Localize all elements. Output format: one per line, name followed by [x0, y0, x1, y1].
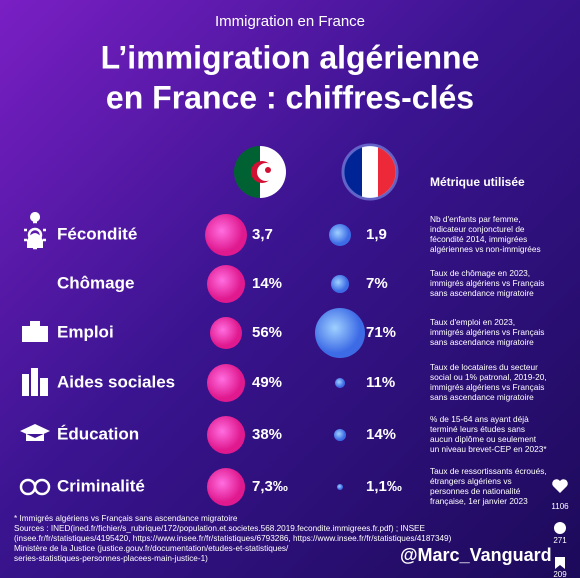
rows: Fécondité 3,7 1,9 Nb d'enfants par femme,in…: [19, 212, 547, 506]
row-label: Chômage: [57, 273, 134, 292]
save-count: 209: [553, 570, 567, 578]
metric-text: immigrés algériens vs Français: [430, 278, 544, 288]
france-bubble: [329, 224, 351, 246]
algeria-value: 49%: [252, 374, 282, 391]
title: en France : chiffres-clés: [106, 79, 474, 115]
france-bubble: [334, 429, 346, 441]
algeria-value: 56%: [252, 324, 282, 341]
metric-text: sans ascendance migratoire: [430, 288, 534, 298]
footer: * Immigrés algériens vs Français sans as…: [14, 514, 452, 563]
row-icon: [24, 220, 46, 250]
row-icon: [20, 424, 50, 441]
france-bubble: [337, 484, 343, 490]
france-bubble: [315, 308, 365, 358]
like-count: 1106: [551, 502, 569, 511]
footer-line: (insee.fr/fr/statistiques/4195420, https…: [14, 534, 452, 543]
row-label: Aides sociales: [57, 372, 175, 391]
metric-text: sans ascendance migratoire: [430, 337, 534, 347]
france-bubble: [335, 378, 345, 388]
metric-text: aucun diplôme ou seulement: [430, 434, 537, 444]
row-label: Criminalité: [57, 476, 145, 495]
france-value: 14%: [366, 426, 396, 443]
save-icon[interactable]: [555, 557, 565, 569]
france-value: 71%: [366, 324, 396, 341]
metric-text: fécondité 2014, immigrées: [430, 234, 527, 244]
metric-text: Taux de locataires du secteur: [430, 362, 538, 372]
algeria-value: 38%: [252, 426, 282, 443]
flag-algeria: [234, 146, 286, 198]
algeria-value: 7,3‰: [252, 478, 288, 495]
metric-text: française, 1er janvier 2023: [430, 496, 528, 506]
metric-text: social ou 1% patronal, 2019-20,: [430, 372, 547, 382]
footer-line: * Immigrés algériens vs Français sans as…: [14, 514, 238, 523]
metric-text: immigrés algériens vs Français: [430, 382, 544, 392]
algeria-bubble: [207, 364, 245, 402]
metric-text: indicateur conjoncturel de: [430, 224, 525, 234]
metric-text: Taux de ressortissants écroués,: [430, 466, 547, 476]
footer-line: Sources : INED(ined.fr/fichier/s_rubriqu…: [14, 524, 425, 533]
row-label: Fécondité: [57, 224, 137, 243]
france-bubble: [331, 275, 349, 293]
metric-text: % de 15-64 ans ayant déjà: [430, 414, 529, 424]
metric-header: Métrique utilisée: [430, 175, 525, 189]
metric-text: Taux d'emploi en 2023,: [430, 317, 515, 327]
france-value: 1,1‰: [366, 478, 402, 495]
flag-france: [344, 146, 396, 198]
flag-glow: [341, 143, 399, 201]
metric-text: immigrés algériens vs Français: [430, 327, 544, 337]
france-value: 1,9: [366, 226, 387, 243]
kicker: Immigration en France: [215, 13, 365, 30]
algeria-bubble: [210, 317, 242, 349]
france-value: 11%: [366, 374, 395, 391]
footer-line: Ministère de la Justice (justice.gouv.fr…: [14, 544, 289, 553]
algeria-value: 14%: [252, 275, 282, 292]
metric-text: un niveau brevet-CEP en 2023*: [430, 444, 547, 454]
comment-count: 271: [553, 536, 567, 545]
algeria-bubble: [207, 468, 245, 506]
metric-text: algériennes vs non-immigrées: [430, 244, 541, 254]
algeria-bubble: [207, 265, 245, 303]
row-label: Éducation: [57, 424, 139, 443]
metric-text: Nb d'enfants par femme,: [430, 214, 521, 224]
metric-text: sans ascendance migratoire: [430, 392, 534, 402]
row-label: Emploi: [57, 322, 114, 341]
algeria-value: 3,7: [252, 226, 273, 243]
metric-text: personnes de nationalité: [430, 486, 521, 496]
handle: @Marc_Vanguard: [400, 545, 552, 565]
metric-text: étrangers algériens vs: [430, 476, 512, 486]
title: L’immigration algérienne: [101, 39, 480, 75]
row-icon: [19, 478, 51, 496]
algeria-bubble: [207, 416, 245, 454]
row-icon: [22, 368, 48, 396]
comment-icon[interactable]: [554, 522, 566, 534]
footer-line: series-statistiques-personnes-placees-ma…: [14, 554, 208, 563]
metric-text: terminé leurs études sans: [430, 424, 525, 434]
metric-text: Taux de chômage en 2023,: [430, 268, 530, 278]
like-icon[interactable]: [552, 479, 568, 493]
france-value: 7%: [366, 275, 388, 292]
algeria-bubble: [205, 214, 247, 256]
row-icon: [22, 321, 48, 342]
